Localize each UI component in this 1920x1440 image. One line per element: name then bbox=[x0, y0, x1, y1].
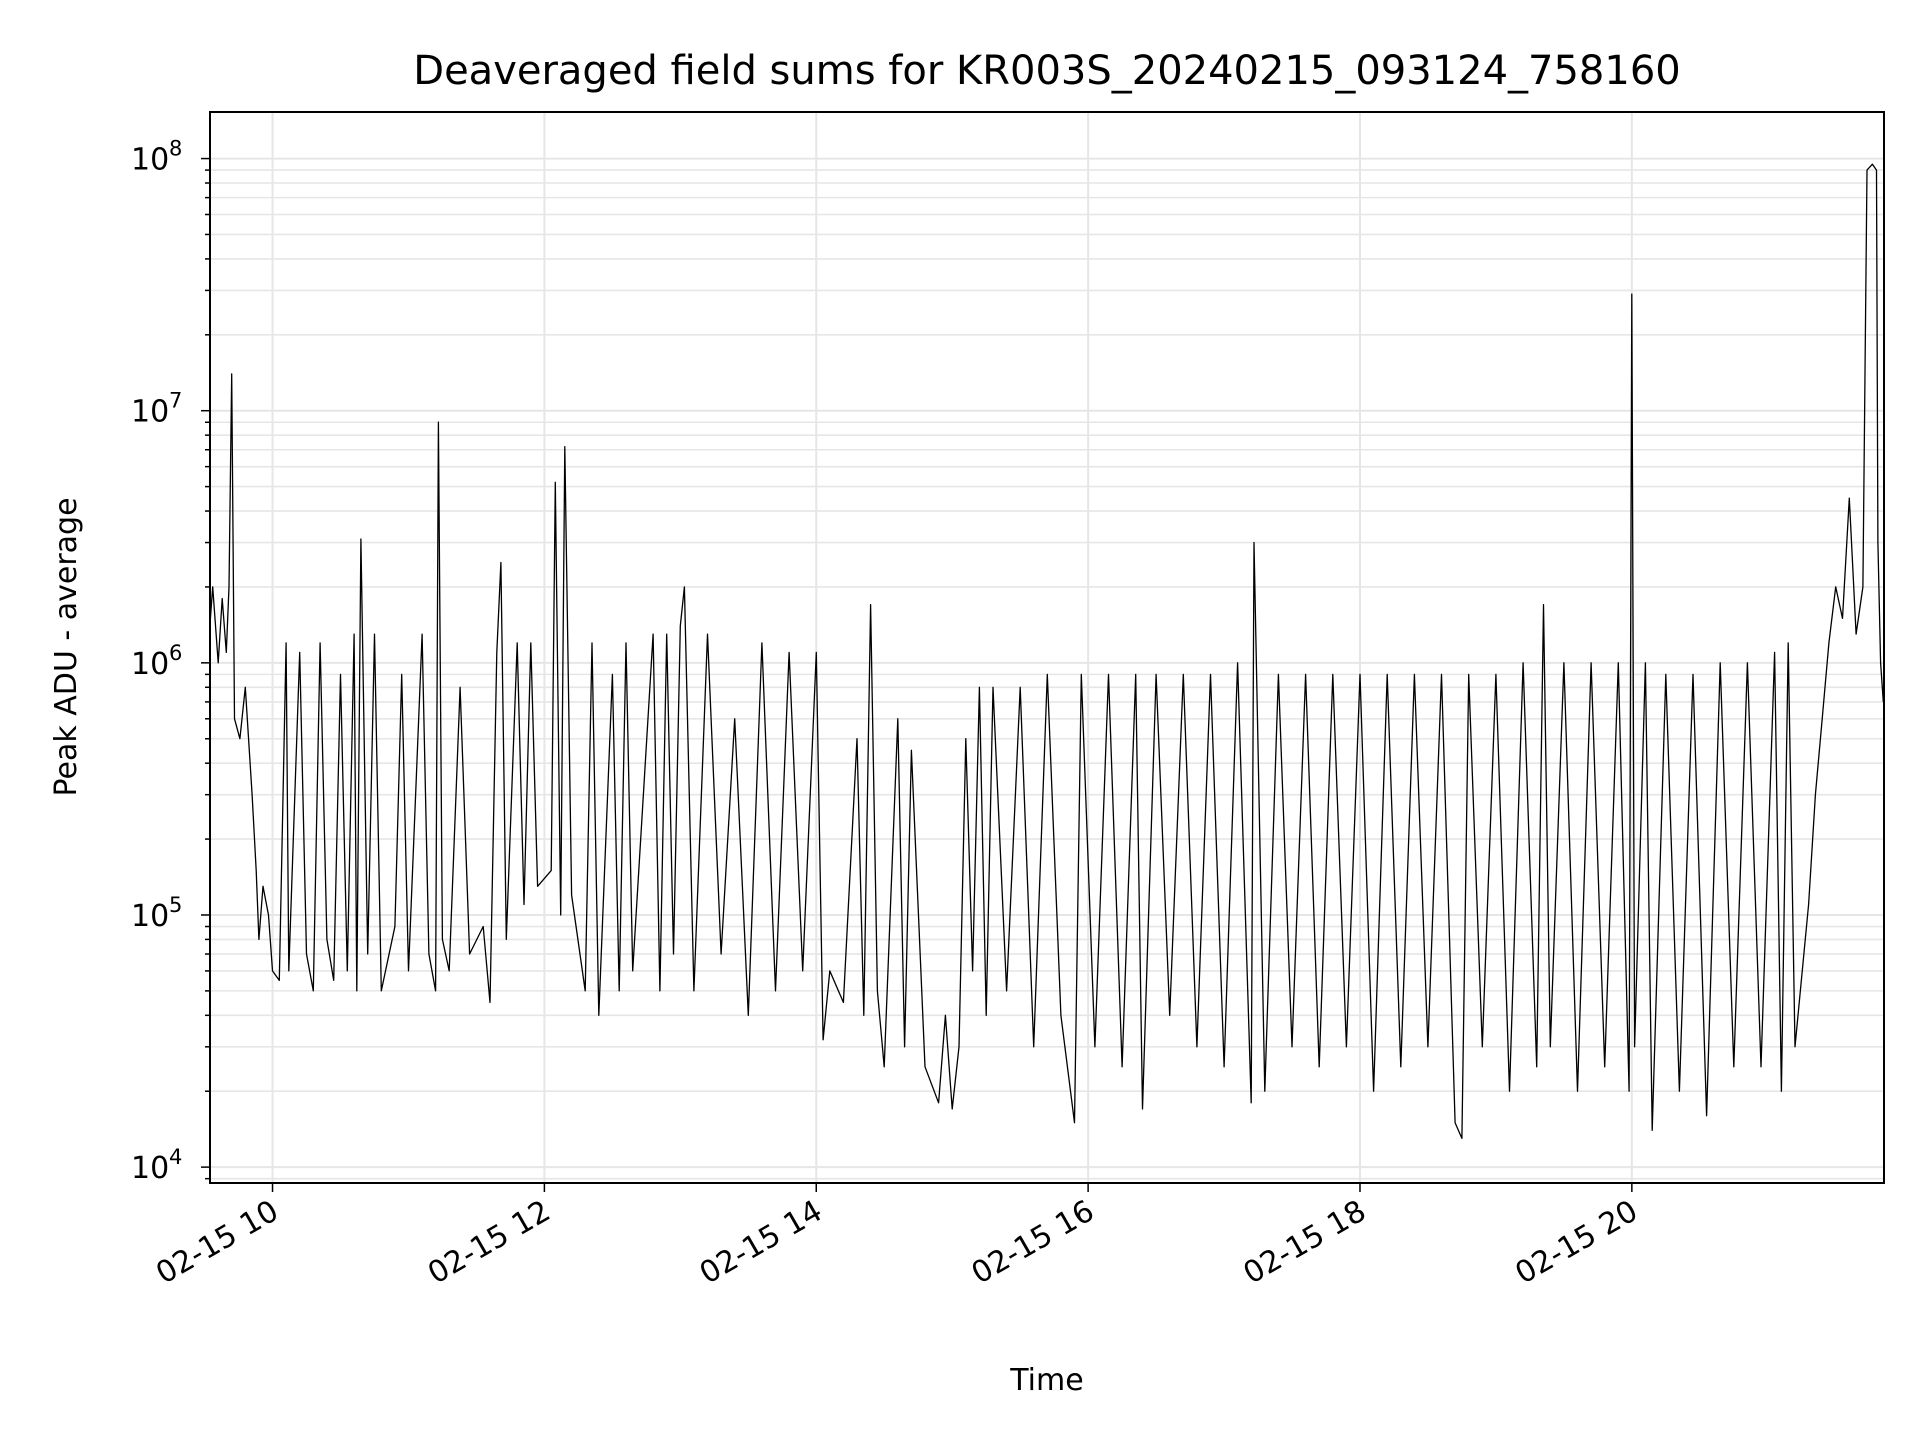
x-tick-label: 02-15 18 bbox=[1238, 1194, 1372, 1292]
y-tick-exponent: 7 bbox=[169, 389, 182, 413]
y-tick-base: 10 bbox=[131, 647, 169, 682]
y-tick-label: 108 bbox=[131, 137, 182, 178]
y-tick-base: 10 bbox=[131, 1151, 169, 1186]
chart-title: Deaveraged field sums for KR003S_2024021… bbox=[413, 48, 1680, 94]
y-tick-exponent: 5 bbox=[169, 893, 182, 917]
y-axis-label: Peak ADU - average bbox=[49, 497, 84, 796]
x-tick-label: 02-15 20 bbox=[1510, 1194, 1644, 1292]
x-tick-label: 02-15 16 bbox=[966, 1194, 1100, 1292]
y-tick-base: 10 bbox=[131, 143, 169, 178]
y-tick-exponent: 4 bbox=[169, 1145, 182, 1169]
y-tick-exponent: 8 bbox=[169, 137, 182, 161]
plot-frame bbox=[209, 111, 1885, 1184]
y-tick-exponent: 6 bbox=[169, 641, 182, 665]
x-tick-label: 02-15 10 bbox=[150, 1194, 284, 1292]
y-tick-label: 106 bbox=[131, 641, 182, 682]
y-tick-base: 10 bbox=[131, 395, 169, 430]
x-tick-label: 02-15 14 bbox=[694, 1194, 828, 1292]
series-line bbox=[210, 163, 1884, 1140]
x-tick-label: 02-15 12 bbox=[422, 1194, 556, 1292]
y-tick-label: 104 bbox=[131, 1145, 182, 1186]
y-tick-label: 105 bbox=[131, 893, 182, 934]
x-axis-label: Time bbox=[1009, 1363, 1083, 1398]
y-tick-label: 107 bbox=[131, 389, 182, 430]
y-tick-base: 10 bbox=[131, 899, 169, 934]
x-axis: 02-15 10 02-15 12 02-15 14 02-15 16 02-15 18… bbox=[150, 1183, 1644, 1291]
